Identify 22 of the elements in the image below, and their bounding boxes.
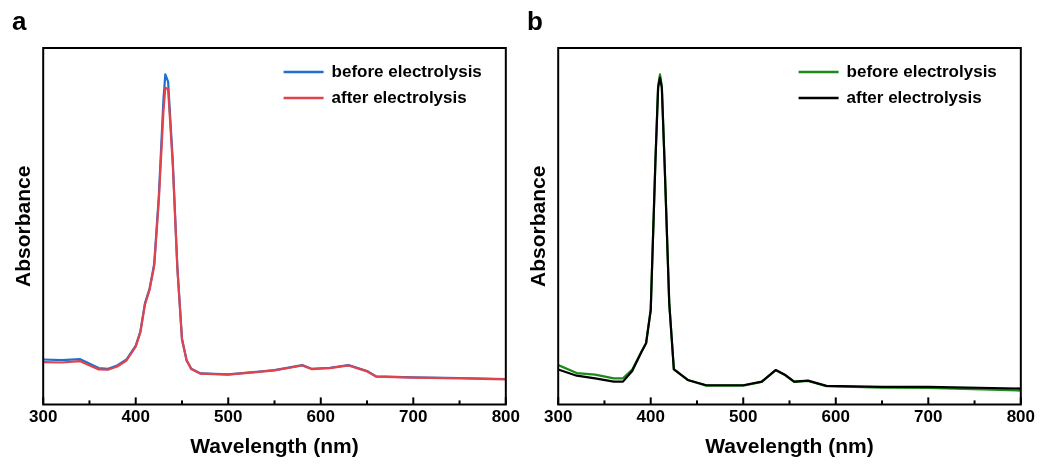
x-axis-title: Wavelength (nm) [705,434,874,458]
legend-label: before electrolysis [846,61,997,81]
legend-label: after electrolysis [331,87,467,107]
x-tick-label: 700 [914,407,943,427]
x-tick-label: 800 [1006,407,1036,427]
chart-title: a [12,6,27,37]
x-tick-label: 500 [729,407,758,427]
x-tick-label: 300 [544,407,573,427]
legend-label: after electrolysis [846,87,982,107]
x-tick-label: 400 [636,407,665,427]
x-tick-label: 600 [821,407,850,427]
x-tick-label: 500 [214,407,243,427]
x-tick-label: 800 [491,407,521,427]
y-axis-title: Absorbance [11,165,35,287]
chart-title: b [527,6,543,37]
x-axis-title: Wavelength (nm) [190,434,359,458]
x-tick-label: 600 [306,407,335,427]
x-tick-label: 700 [399,407,428,427]
y-axis-title: Absorbance [526,165,550,287]
legend-label: before electrolysis [331,61,482,81]
x-tick-label: 300 [29,407,58,427]
x-tick-label: 400 [121,407,150,427]
